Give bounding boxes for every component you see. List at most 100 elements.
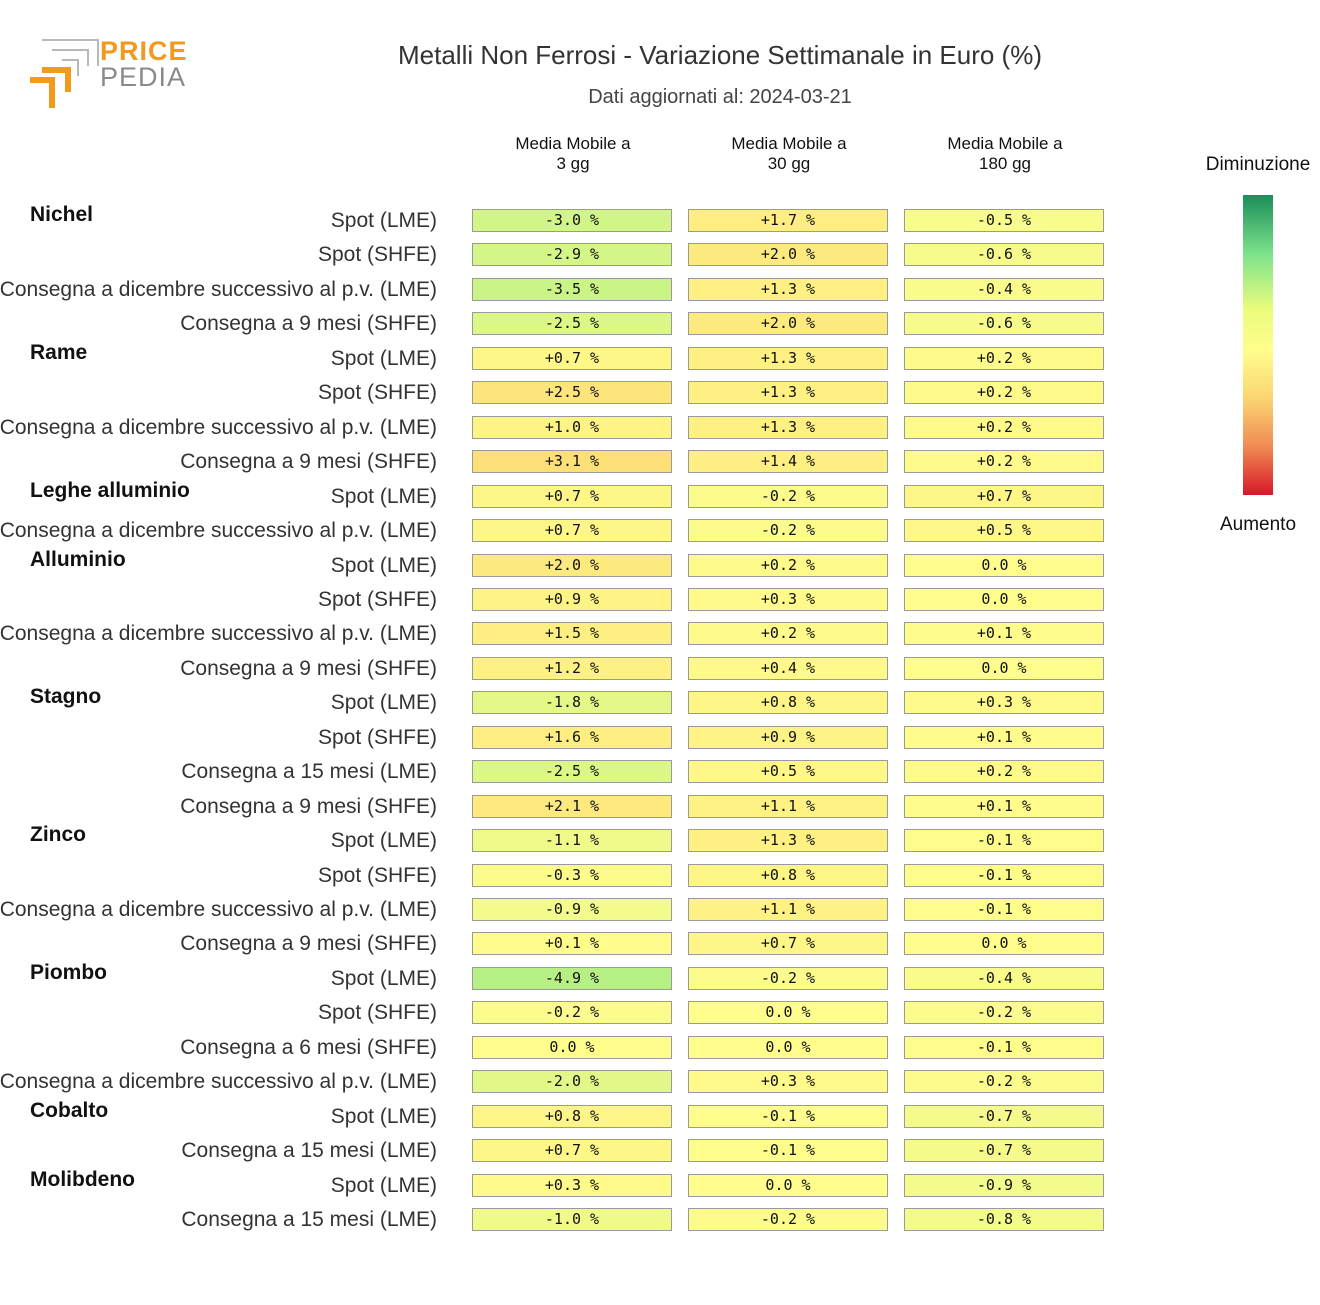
heatmap-cell: -1.1 % bbox=[472, 829, 672, 853]
row-label: Consegna a 9 mesi (SHFE) bbox=[180, 312, 437, 336]
pricepedia-logo: PRICE PEDIA bbox=[28, 36, 198, 110]
heatmap-cell: 0.0 % bbox=[688, 1001, 888, 1025]
row-label: Consegna a dicembre successivo al p.v. (… bbox=[0, 519, 437, 543]
heatmap-cell: -0.2 % bbox=[472, 1001, 672, 1025]
heatmap-cell: -2.0 % bbox=[472, 1070, 672, 1094]
heatmap-cell: +0.1 % bbox=[904, 622, 1104, 646]
heatmap-cell: -0.2 % bbox=[688, 966, 888, 990]
heatmap-cell: -0.2 % bbox=[688, 519, 888, 543]
column-header-line: Media Mobile a bbox=[515, 134, 631, 153]
heatmap-cell: +1.7 % bbox=[688, 209, 888, 232]
heatmap-cell: +2.0 % bbox=[472, 553, 672, 577]
column-header-line: 3 gg bbox=[556, 154, 590, 173]
heatmap-cell: +0.3 % bbox=[688, 587, 888, 611]
group-label: Leghe alluminio bbox=[30, 478, 190, 502]
row-label: Consegna a dicembre successivo al p.v. (… bbox=[0, 415, 437, 439]
heatmap-cell: +0.1 % bbox=[904, 725, 1104, 749]
heatmap-cell: -1.0 % bbox=[472, 1208, 672, 1232]
logo-mark-icon bbox=[30, 39, 99, 108]
group-label: Molibdeno bbox=[30, 1167, 135, 1191]
heatmap-cell: -4.9 % bbox=[472, 966, 672, 990]
heatmap-cell: -0.2 % bbox=[904, 1070, 1104, 1094]
heatmap-cell: -0.7 % bbox=[904, 1104, 1104, 1128]
heatmap-cell: 0.0 % bbox=[904, 553, 1104, 577]
heatmap-cell: -0.2 % bbox=[688, 1208, 888, 1232]
heatmap-cell: 0.0 % bbox=[688, 1173, 888, 1197]
heatmap-cell: -1.8 % bbox=[472, 691, 672, 715]
heatmap-cell: +2.5 % bbox=[472, 381, 672, 405]
heatmap-cell: +3.1 % bbox=[472, 450, 672, 474]
heatmap-cell: +1.1 % bbox=[688, 794, 888, 818]
heatmap-cell: -2.5 % bbox=[472, 312, 672, 336]
row-label: Spot (SHFE) bbox=[317, 1001, 437, 1025]
heatmap-cell: -0.1 % bbox=[688, 1139, 888, 1163]
group-label: Piombo bbox=[30, 960, 107, 984]
row-label: Consegna a 9 mesi (SHFE) bbox=[180, 656, 437, 680]
row-label: Consegna a 9 mesi (SHFE) bbox=[180, 932, 437, 956]
heatmap-cell: -0.5 % bbox=[904, 209, 1104, 232]
heatmap-cell: +1.0 % bbox=[472, 415, 672, 439]
heatmap-cell: +0.9 % bbox=[472, 587, 672, 611]
row-label: Spot (LME) bbox=[330, 1173, 437, 1197]
heatmap-cell: +0.7 % bbox=[472, 519, 672, 543]
row-label: Consegna a dicembre successivo al p.v. (… bbox=[0, 898, 437, 921]
heatmap-cell: -0.4 % bbox=[904, 966, 1104, 990]
row-label: Spot (SHFE) bbox=[317, 243, 437, 267]
heatmap-cell: +0.2 % bbox=[904, 346, 1104, 370]
heatmap-cell: +2.0 % bbox=[688, 243, 888, 267]
group-label: Nichel bbox=[30, 203, 94, 226]
heatmap-cell: +1.3 % bbox=[688, 415, 888, 439]
heatmap-cell: +0.8 % bbox=[688, 691, 888, 715]
heatmap-cell: -0.1 % bbox=[904, 863, 1104, 887]
heatmap-cell: +0.7 % bbox=[688, 932, 888, 956]
row-label: Spot (LME) bbox=[330, 346, 437, 370]
heatmap-cell: +0.7 % bbox=[472, 1139, 672, 1163]
row-label: Spot (SHFE) bbox=[317, 725, 437, 749]
row-label: Consegna a 9 mesi (SHFE) bbox=[180, 450, 437, 474]
logo-price: PRICE bbox=[100, 36, 188, 66]
heatmap-cell: +0.2 % bbox=[904, 450, 1104, 474]
heatmap-cell: -3.0 % bbox=[472, 209, 672, 232]
heatmap-cell: -0.6 % bbox=[904, 312, 1104, 336]
heatmap-cell: +0.8 % bbox=[688, 863, 888, 887]
column-header-line: 30 gg bbox=[767, 154, 811, 173]
row-label: Consegna a 6 mesi (SHFE) bbox=[180, 1035, 437, 1059]
heatmap-cell: -0.1 % bbox=[904, 898, 1104, 921]
heatmap-cell: -0.1 % bbox=[904, 829, 1104, 853]
row-label: Consegna a 15 mesi (LME) bbox=[181, 1139, 437, 1163]
legend-label-bottom: Aumento bbox=[1219, 514, 1297, 535]
row-label: Spot (LME) bbox=[330, 484, 437, 508]
heatmap-cell: +1.1 % bbox=[688, 898, 888, 921]
heatmap-cell: +1.2 % bbox=[472, 656, 672, 680]
row-label: Consegna a dicembre successivo al p.v. (… bbox=[0, 277, 437, 301]
row-label: Consegna a dicembre successivo al p.v. (… bbox=[0, 622, 437, 646]
heatmap-cell: -0.2 % bbox=[904, 1001, 1104, 1025]
heatmap-cell: +0.3 % bbox=[688, 1070, 888, 1094]
heatmap-cell: +0.7 % bbox=[904, 484, 1104, 508]
row-label: Consegna a 15 mesi (LME) bbox=[181, 1208, 437, 1232]
logo-text: PRICE PEDIA bbox=[100, 36, 188, 91]
heatmap-cell: +0.5 % bbox=[688, 760, 888, 784]
heatmap-cell: 0.0 % bbox=[472, 1035, 672, 1059]
heatmap-cell: -2.9 % bbox=[472, 243, 672, 267]
heatmap-cell: +1.3 % bbox=[688, 381, 888, 405]
column-header-180gg: Media Mobile a 180 gg bbox=[904, 134, 1106, 174]
chart-title: Metalli Non Ferrosi - Variazione Settima… bbox=[398, 40, 1042, 70]
row-label: Consegna a 9 mesi (SHFE) bbox=[180, 794, 437, 818]
group-label: Stagno bbox=[30, 685, 102, 709]
group-label: Cobalto bbox=[30, 1098, 109, 1122]
heatmap-cell: +1.3 % bbox=[688, 346, 888, 370]
row-label: Consegna a dicembre successivo al p.v. (… bbox=[0, 1070, 437, 1094]
row-label: Spot (SHFE) bbox=[317, 587, 437, 611]
row-label: Spot (LME) bbox=[330, 691, 437, 715]
heatmap-cell: +0.7 % bbox=[472, 346, 672, 370]
chart-subtitle: Dati aggiornati al: 2024-03-21 bbox=[588, 86, 852, 108]
heatmap-cell: -0.6 % bbox=[904, 243, 1104, 267]
heatmap-cell: +0.2 % bbox=[904, 381, 1104, 405]
heatmap-cell: -0.8 % bbox=[904, 1208, 1104, 1232]
column-header-30gg: Media Mobile a 30 gg bbox=[688, 134, 890, 174]
heatmap-cell: 0.0 % bbox=[904, 587, 1104, 611]
heatmap-cell: +0.9 % bbox=[688, 725, 888, 749]
heatmap-cell: +1.3 % bbox=[688, 829, 888, 853]
row-label: Spot (SHFE) bbox=[317, 381, 437, 405]
